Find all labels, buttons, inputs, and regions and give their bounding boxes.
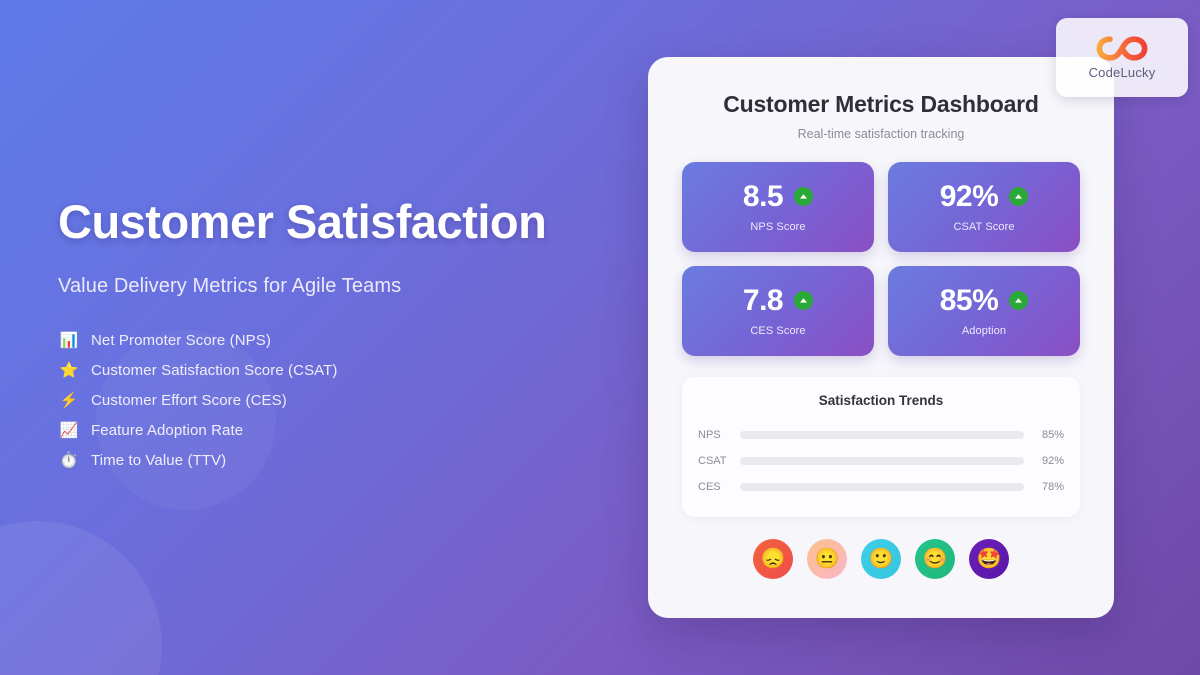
dashboard-subtitle: Real-time satisfaction tracking (797, 127, 965, 141)
feature-label: Time to Value (TTV) (91, 452, 227, 470)
trend-row: CSAT 92% (698, 448, 1064, 474)
metric-value-row: 92% (939, 179, 1029, 213)
slightly-smiling-face-icon[interactable]: 🙂 (861, 539, 901, 579)
feature-label: Customer Satisfaction Score (CSAT) (91, 362, 338, 380)
neutral-face-icon[interactable]: 😐 (807, 539, 847, 579)
trend-percent: 78% (1041, 481, 1064, 493)
trend-up-icon (794, 187, 814, 206)
lightning-icon: ⚡ (59, 392, 79, 410)
star-struck-face-icon[interactable]: 🤩 (969, 539, 1009, 579)
trend-percent: 85% (1041, 429, 1064, 441)
bar-chart-icon: 📊 (59, 332, 79, 350)
star-icon: ⭐ (59, 362, 79, 380)
chart-increasing-icon: 📈 (59, 422, 79, 440)
smiling-face-with-smiling-eyes-icon[interactable]: 😊 (915, 539, 955, 579)
metric-value: 92% (939, 179, 999, 213)
trend-label: NPS (698, 429, 721, 441)
dashboard-title: Customer Metrics Dashboard (723, 91, 1039, 117)
metric-value-row: 8.5 (742, 179, 814, 213)
trend-progress-track (740, 483, 1024, 491)
metric-value: 85% (939, 283, 999, 317)
emoji-rating-scale: 😞 😐 🙂 😊 🤩 (682, 539, 1080, 579)
metric-value-row: 85% (939, 283, 1029, 317)
page-title: Customer Satisfaction (58, 195, 547, 248)
metric-card[interactable]: 7.8 CES Score (682, 266, 874, 356)
metric-label: Adoption (961, 324, 1007, 337)
metric-label: CES Score (750, 324, 806, 337)
trend-up-icon (1009, 291, 1029, 310)
disappointed-face-icon[interactable]: 😞 (753, 539, 793, 579)
background-blob-bottom-left (0, 521, 162, 675)
trend-row: CES 78% (698, 474, 1064, 500)
trend-progress-track (740, 457, 1024, 465)
trend-up-icon (794, 291, 814, 310)
metric-value: 7.8 (742, 283, 784, 317)
feature-list-item: ⭐ Customer Satisfaction Score (CSAT) (58, 356, 598, 386)
feature-list-item: ⏱️ Time to Value (TTV) (58, 446, 598, 476)
feature-label: Net Promoter Score (NPS) (91, 332, 271, 350)
trend-up-icon (1009, 187, 1029, 206)
metric-label: NPS Score (750, 220, 806, 233)
brand-name: CodeLucky (1088, 65, 1156, 80)
feature-list-item: ⚡ Customer Effort Score (CES) (58, 386, 598, 416)
feature-list-item: 📈 Feature Adoption Rate (58, 416, 598, 446)
feature-label: Feature Adoption Rate (91, 422, 244, 440)
dashboard-card: Customer Metrics Dashboard Real-time sat… (648, 57, 1114, 618)
metric-card[interactable]: 8.5 NPS Score (682, 162, 874, 252)
metric-card[interactable]: 92% CSAT Score (888, 162, 1080, 252)
metric-card[interactable]: 85% Adoption (888, 266, 1080, 356)
page-subtitle: Value Delivery Metrics for Agile Teams (58, 274, 402, 297)
trend-progress-track (740, 431, 1024, 439)
feature-list: 📊 Net Promoter Score (NPS) ⭐ Customer Satis… (58, 326, 598, 476)
trend-label: CSAT (698, 455, 727, 467)
trend-row: NPS 85% (698, 422, 1064, 448)
trend-rows: NPS 85% CSAT 92% CES 78% (698, 422, 1064, 500)
metric-value: 8.5 (742, 179, 784, 213)
hero-section: Customer Satisfaction Value Delivery Met… (58, 195, 598, 476)
brand-badge: CodeLucky (1056, 18, 1188, 97)
trends-title: Satisfaction Trends (818, 393, 944, 408)
infinity-logo-icon (1096, 36, 1148, 61)
feature-list-item: 📊 Net Promoter Score (NPS) (58, 326, 598, 356)
trend-percent: 92% (1041, 455, 1064, 467)
metric-label: CSAT Score (953, 220, 1015, 233)
metric-value-row: 7.8 (742, 283, 814, 317)
trend-label: CES (698, 481, 721, 493)
satisfaction-trends-panel: Satisfaction Trends NPS 85% CSAT 92% CES 78% (682, 377, 1080, 517)
feature-label: Customer Effort Score (CES) (91, 392, 287, 410)
metrics-grid: 8.5 NPS Score 92% CSAT Score 7.8 CES Score 85%… (682, 162, 1080, 356)
stopwatch-icon: ⏱️ (59, 452, 79, 470)
